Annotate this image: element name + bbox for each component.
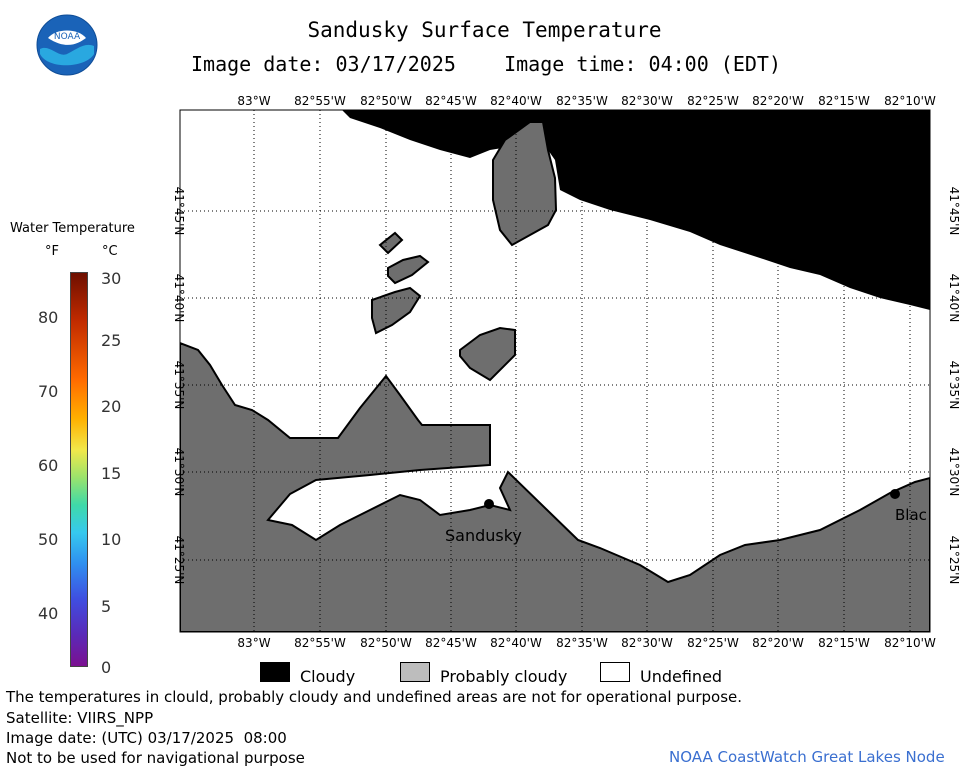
lon-label: 82°10'W <box>884 94 936 108</box>
colorbar-tick-c: 0 <box>101 658 112 677</box>
lat-label: 41°35'N <box>172 361 186 410</box>
lon-label: 82°20'W <box>752 636 804 650</box>
legend-label-probably-cloudy: Probably cloudy <box>440 667 568 686</box>
lat-label: 41°40'N <box>947 274 961 323</box>
disclaimer-text: The temperatures in clould, probably clo… <box>6 688 743 706</box>
map-title: Sandusky Surface Temperature <box>307 18 662 42</box>
lon-label: 82°15'W <box>818 636 870 650</box>
unit-fahrenheit: °F <box>45 244 59 259</box>
colorbar-tick-c: 20 <box>101 397 122 416</box>
lon-label: 83°W <box>237 94 270 108</box>
image-date-time: Image date: 03/17/2025 Image time: 04:00… <box>191 52 782 76</box>
colorbar-tick-f: 50 <box>38 530 59 549</box>
colorbar-tick-c: 5 <box>101 597 112 616</box>
island-kelleys <box>371 286 422 335</box>
lon-label: 82°35'W <box>556 94 608 108</box>
lon-label: 82°25'W <box>687 636 739 650</box>
colorbar-tick-c: 15 <box>101 464 122 483</box>
lon-labels-bottom: 83°W 82°55'W 82°50'W 82°45'W 82°40'W 82°… <box>237 636 936 650</box>
lon-label: 82°15'W <box>818 94 870 108</box>
island-small-a <box>378 231 404 255</box>
legend-label-undefined: Undefined <box>640 667 723 686</box>
map-border <box>179 109 931 633</box>
credit-link[interactable]: NOAA CoastWatch Great Lakes Node <box>669 748 945 766</box>
legend-swatch-undefined <box>600 662 630 682</box>
lat-label: 41°30'N <box>172 448 186 497</box>
graticule <box>180 110 930 632</box>
colorbar-tick-f: 40 <box>38 604 59 623</box>
colorbar-tick-f: 70 <box>38 382 59 401</box>
place-label-sandusky: Sandusky <box>445 526 522 545</box>
lon-label: 82°40'W <box>490 636 542 650</box>
legend-swatch-cloudy <box>260 662 290 682</box>
lat-label: 41°35'N <box>947 361 961 410</box>
lon-label: 82°35'W <box>556 636 608 650</box>
lon-label: 82°55'W <box>294 94 346 108</box>
colorbar-tick-f: 80 <box>38 308 59 327</box>
lon-label: 82°20'W <box>752 94 804 108</box>
lon-label: 82°40'W <box>490 94 542 108</box>
lon-label: 82°45'W <box>425 94 477 108</box>
lat-label: 41°45'N <box>947 187 961 236</box>
lon-label: 82°50'W <box>360 636 412 650</box>
lon-label: 82°50'W <box>360 94 412 108</box>
utc-date-text: Image date: (UTC) 03/17/2025 08:00 <box>6 729 287 747</box>
legend-swatch-probably-cloudy <box>400 662 430 682</box>
lat-label: 41°45'N <box>172 187 186 236</box>
lon-label: 82°30'W <box>621 94 673 108</box>
island-north <box>492 121 558 247</box>
lat-label: 41°30'N <box>947 448 961 497</box>
lon-label: 83°W <box>237 636 270 650</box>
cloudy-region <box>342 110 930 310</box>
svg-text:NOAA: NOAA <box>54 32 81 42</box>
colorbar-tick-c: 10 <box>101 530 122 549</box>
navigation-warning: Not to be used for navigational purpose <box>6 749 305 767</box>
land-south-shore <box>180 341 930 632</box>
island-bass <box>459 326 516 382</box>
lat-label: 41°25'N <box>172 536 186 585</box>
lon-labels-top: 83°W 82°55'W 82°50'W 82°45'W 82°40'W 82°… <box>237 94 936 108</box>
unit-celsius: °C <box>102 244 118 259</box>
lon-label: 82°30'W <box>621 636 673 650</box>
lat-label: 41°40'N <box>172 274 186 323</box>
place-label-blac: Blac <box>895 506 927 524</box>
colorbar-tick-f: 60 <box>38 456 59 475</box>
colorbar-tick-c: 25 <box>101 331 122 350</box>
lon-label: 82°55'W <box>294 636 346 650</box>
temperature-colorbar <box>70 272 88 667</box>
lon-label: 82°25'W <box>687 94 739 108</box>
lat-labels-right: 41°45'N 41°40'N 41°35'N 41°30'N 41°25'N <box>947 187 961 585</box>
island-small-b <box>387 254 430 285</box>
lat-labels-left: 41°45'N 41°40'N 41°35'N 41°30'N 41°25'N <box>172 187 186 585</box>
legend-label-cloudy: Cloudy <box>300 667 356 686</box>
noaa-logo-icon: NOAA <box>36 14 98 76</box>
lon-label: 82°10'W <box>884 636 936 650</box>
satellite-text: Satellite: VIIRS_NPP <box>6 709 154 727</box>
lat-label: 41°25'N <box>947 536 961 585</box>
colorbar-title: Water Temperature <box>10 221 135 236</box>
colorbar-tick-c: 30 <box>101 269 122 288</box>
sandusky-marker <box>484 499 494 509</box>
blac-marker <box>890 489 900 499</box>
lon-label: 82°45'W <box>425 636 477 650</box>
